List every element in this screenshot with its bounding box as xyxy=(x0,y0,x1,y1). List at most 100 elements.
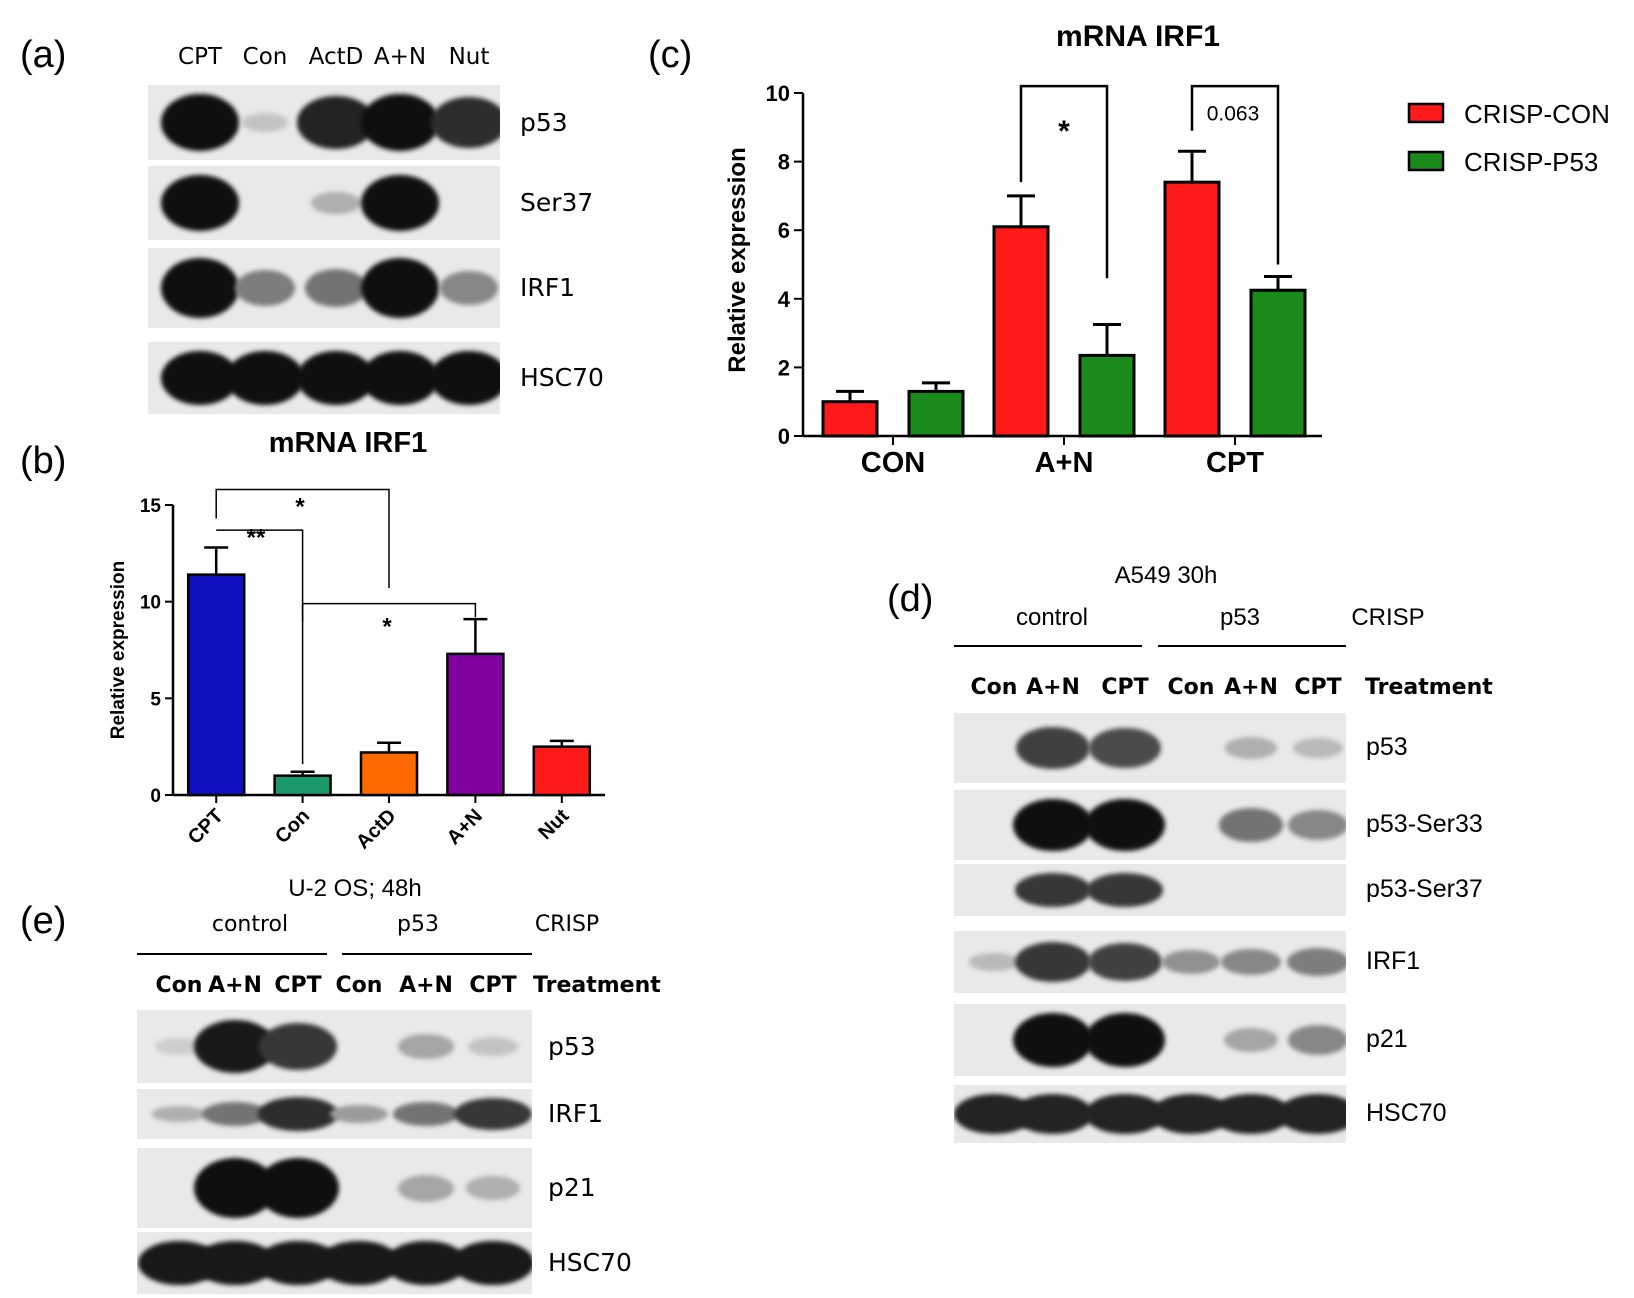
blot-row-label-e-2: p21 xyxy=(548,1173,596,1202)
panel-c-legend-swatch xyxy=(1407,150,1445,172)
panel-c-legend-label: CRISP-P53 xyxy=(1464,147,1598,177)
band-d-5-1 xyxy=(1013,1093,1093,1135)
band-e-2-2 xyxy=(257,1158,339,1218)
panel-b-ytick-label: 10 xyxy=(140,593,161,614)
lane-label-d-3: Con xyxy=(1167,675,1215,700)
lane-label-a-2: ActD xyxy=(308,44,364,70)
band-e-0-2 xyxy=(259,1023,337,1070)
panel-e-header: U-2 OS; 48h xyxy=(288,875,422,902)
panel-b-sig-label: * xyxy=(382,614,392,641)
band-a-0-4 xyxy=(431,97,500,148)
panel-d-p53-underline xyxy=(1158,645,1346,647)
panel-d-treatment-label: Treatment xyxy=(1365,675,1493,700)
band-e-0-0 xyxy=(155,1038,203,1055)
panel-b-xtick-label: A+N xyxy=(443,805,487,849)
panel-c-sig-label: 0.063 xyxy=(1207,102,1260,125)
panel-c-ytick-label: 2 xyxy=(778,355,790,380)
lane-label-e-0: Con xyxy=(155,973,203,998)
panel-d-group-control: control xyxy=(1015,604,1089,631)
blot-row-label-d-0: p53 xyxy=(1366,733,1408,761)
panel-c-bar-CRISP-CON-A+N xyxy=(992,225,1050,438)
band-d-3-4 xyxy=(1221,948,1281,975)
lane-label-e-4: A+N xyxy=(399,973,453,998)
lane-label-d-2: CPT xyxy=(1101,675,1149,700)
band-d-4-5 xyxy=(1288,1024,1346,1056)
blot-strip-d-0 xyxy=(954,713,1346,783)
panel-c-ytick-label: 8 xyxy=(778,150,790,175)
panel-c-xtick-label: A+N xyxy=(1035,447,1094,479)
band-d-0-5 xyxy=(1293,738,1343,758)
band-e-2-4 xyxy=(398,1174,454,1202)
panel-b-xtick-label: Con xyxy=(271,805,314,848)
band-d-0-1 xyxy=(1016,726,1090,770)
panel-c-letter: (c) xyxy=(648,34,693,76)
panel-c-bar-CRISP-P53-CON xyxy=(907,389,965,438)
band-d-3-1 xyxy=(1015,942,1091,982)
blot-row-label-a-1: Ser37 xyxy=(520,188,594,217)
band-d-5-5 xyxy=(1278,1093,1346,1135)
blot-strip-a-2 xyxy=(148,248,500,328)
blot-strip-d-2 xyxy=(954,864,1346,916)
band-d-3-3 xyxy=(1162,949,1220,975)
panel-b-letter: (b) xyxy=(20,440,67,482)
band-d-1-4 xyxy=(1219,808,1283,842)
band-a-2-0 xyxy=(161,258,239,318)
panel-c-ytick-label: 4 xyxy=(778,287,791,312)
band-d-4-4 xyxy=(1224,1027,1278,1053)
panel-b-ytick-label: 15 xyxy=(140,496,162,517)
blot-strip-d-3 xyxy=(954,931,1346,993)
panel-e-letter: (e) xyxy=(20,900,67,942)
band-d-2-1 xyxy=(1015,873,1091,907)
lane-label-e-2: CPT xyxy=(274,973,322,998)
panel-e-control-underline xyxy=(137,953,327,955)
band-a-1-3 xyxy=(361,175,439,231)
panel-b-sig-label: * xyxy=(295,494,305,521)
blot-row-label-a-3: HSC70 xyxy=(520,363,604,392)
panel-c-sig-bracket xyxy=(1190,84,1280,265)
blot-strip-d-5 xyxy=(954,1085,1346,1143)
panel-e-group-control: control xyxy=(211,912,289,937)
panel-b-ytick-label: 5 xyxy=(150,689,161,710)
band-d-1-5 xyxy=(1288,810,1346,840)
band-a-0-1 xyxy=(241,112,289,133)
panel-b-title: mRNA IRF1 xyxy=(269,427,427,459)
band-e-1-3 xyxy=(330,1104,388,1124)
blot-strip-d-1 xyxy=(954,790,1346,860)
panel-b-bar-CPT xyxy=(186,573,246,797)
band-e-2-5 xyxy=(466,1175,520,1201)
panel-e-group-p53: p53 xyxy=(397,912,439,937)
lane-label-d-1: A+N xyxy=(1026,675,1080,700)
panel-b-sig-bracket xyxy=(216,529,304,765)
panel-b-xtick-label: CPT xyxy=(184,805,228,849)
panel-b-xtick-label: ActD xyxy=(352,805,401,854)
band-a-0-0 xyxy=(161,94,239,151)
blot-row-label-d-2: p53-Ser37 xyxy=(1366,875,1483,903)
panel-b-ytick-label: 0 xyxy=(150,786,161,807)
blot-row-label-a-0: p53 xyxy=(520,107,568,137)
band-a-3-3 xyxy=(361,351,439,405)
panel-c-ylabel: Relative expression xyxy=(724,147,751,372)
lane-label-a-4: Nut xyxy=(448,44,490,70)
band-a-2-2 xyxy=(304,269,368,307)
panel-c-ytick-label: 0 xyxy=(778,424,790,449)
band-a-3-1 xyxy=(226,351,304,405)
band-d-1-1 xyxy=(1013,798,1093,852)
band-e-1-2 xyxy=(258,1097,338,1131)
blot-strip-a-1 xyxy=(148,166,500,240)
band-d-1-2 xyxy=(1085,798,1165,852)
blot-strip-e-0 xyxy=(137,1010,532,1083)
band-e-1-0 xyxy=(152,1106,206,1122)
panel-c-sig-bracket xyxy=(1019,84,1109,279)
band-d-0-2 xyxy=(1089,727,1161,769)
panel-b-xtick-label: Nut xyxy=(534,805,573,844)
panel-d-group-p53: p53 xyxy=(1219,604,1261,631)
lane-label-d-5: CPT xyxy=(1294,675,1342,700)
panel-b-ylabel: Relative expression xyxy=(108,561,129,739)
lane-label-d-4: A+N xyxy=(1224,675,1278,700)
lane-label-a-1: Con xyxy=(242,44,288,70)
lane-label-a-3: A+N xyxy=(373,44,427,70)
band-d-0-4 xyxy=(1225,737,1277,759)
panel-c-sig-label: * xyxy=(1058,115,1070,148)
band-a-2-3 xyxy=(361,258,439,318)
panel-c-legend-label: CRISP-CON xyxy=(1464,99,1610,129)
